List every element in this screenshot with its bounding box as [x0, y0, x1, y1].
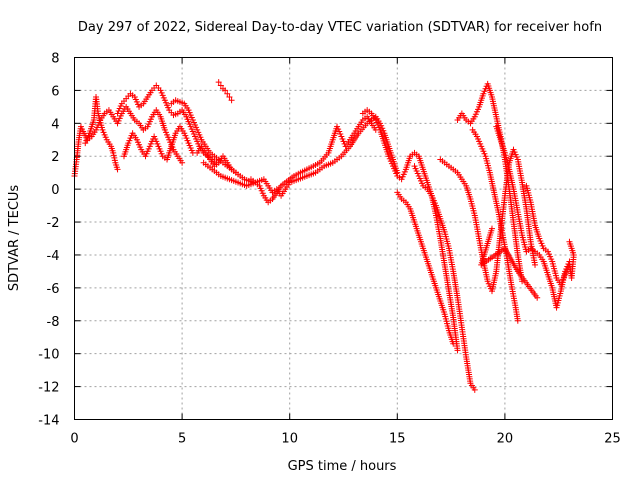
series-outliers — [478, 225, 541, 301]
data-point — [566, 238, 573, 245]
data-point — [215, 79, 222, 86]
data-point — [224, 90, 231, 97]
y-tick-label: 2 — [51, 150, 59, 165]
x-tick-label: 25 — [604, 432, 621, 447]
y-tick-label: -2 — [47, 216, 60, 231]
y-tick-label: 8 — [51, 52, 59, 67]
data-point — [514, 317, 521, 324]
data-point — [114, 166, 121, 173]
x-tick-label: 0 — [70, 432, 78, 447]
chart-title: Day 297 of 2022, Sidereal Day-to-day VTE… — [78, 20, 602, 35]
y-tick-label: -12 — [38, 381, 59, 396]
x-tick-label: 20 — [497, 432, 514, 447]
series-arc-6 — [215, 79, 235, 104]
data-point — [532, 261, 539, 268]
y-tick-label: 4 — [51, 117, 59, 132]
data-point — [454, 347, 461, 354]
y-tick-label: 6 — [51, 84, 59, 99]
series-arc-4 — [120, 123, 239, 176]
data-point — [222, 87, 229, 94]
series-arc-16 — [523, 182, 577, 288]
series-arc-14 — [469, 126, 521, 324]
plot-frame — [74, 57, 613, 420]
y-tick-label: -10 — [38, 348, 59, 363]
series-arc-10 — [394, 189, 457, 347]
data-point — [226, 93, 233, 100]
y-tick-label: -8 — [47, 315, 60, 330]
data-points — [71, 79, 577, 393]
series-arc-8 — [247, 113, 379, 206]
x-tick-labels: 0 5 10 15 20 25 — [70, 432, 620, 447]
series-arc-2 — [82, 93, 121, 173]
data-point — [217, 82, 224, 89]
grid-lines — [74, 57, 613, 420]
y-tick-label: -14 — [38, 414, 59, 429]
y-tick-label: -6 — [47, 282, 60, 297]
data-point — [228, 97, 235, 104]
series-arc-3 — [114, 82, 220, 166]
y-tick-label: 0 — [51, 183, 59, 198]
x-axis-label: GPS time / hours — [288, 459, 397, 474]
x-tick-label: 15 — [389, 432, 406, 447]
series-arc-9 — [359, 107, 461, 354]
data-point — [471, 386, 478, 393]
series-arc-11 — [411, 163, 478, 393]
x-tick-label: 5 — [178, 432, 186, 447]
data-point — [488, 225, 495, 232]
data-point — [450, 340, 457, 347]
y-axis-label: SDTVAR / TECUs — [7, 185, 22, 292]
data-point — [179, 159, 186, 166]
y-tick-label: -4 — [47, 249, 60, 264]
x-tick-label: 10 — [281, 432, 298, 447]
series-arc-5 — [168, 97, 257, 186]
y-tick-labels: -14 -12 -10 -8 -6 -4 -2 0 2 4 6 8 — [38, 52, 59, 429]
